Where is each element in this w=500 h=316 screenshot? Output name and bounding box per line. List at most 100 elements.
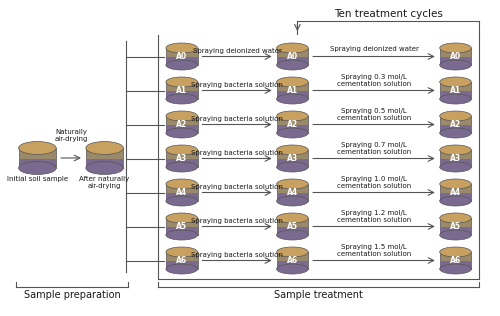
Text: A0: A0	[287, 52, 298, 61]
Polygon shape	[440, 218, 472, 235]
Ellipse shape	[166, 179, 198, 189]
Text: A2: A2	[450, 120, 461, 129]
Ellipse shape	[440, 111, 472, 121]
Ellipse shape	[166, 43, 198, 53]
Polygon shape	[166, 227, 198, 235]
Ellipse shape	[86, 161, 124, 174]
Text: A4: A4	[176, 188, 188, 197]
Text: Spraying 1.2 mol/L
cementation solution: Spraying 1.2 mol/L cementation solution	[337, 210, 411, 222]
Polygon shape	[18, 148, 56, 168]
Ellipse shape	[276, 77, 308, 87]
Ellipse shape	[166, 128, 198, 138]
Text: Spraying 0.5 mol/L
cementation solution: Spraying 0.5 mol/L cementation solution	[337, 107, 411, 120]
Polygon shape	[166, 48, 198, 65]
Polygon shape	[276, 252, 308, 269]
Ellipse shape	[440, 145, 472, 155]
Text: Spraying 0.7 mol/L
cementation solution: Spraying 0.7 mol/L cementation solution	[337, 142, 411, 155]
Polygon shape	[276, 82, 308, 99]
Text: Spraying bacteria solution: Spraying bacteria solution	[191, 184, 283, 190]
Ellipse shape	[276, 196, 308, 206]
Text: A6: A6	[450, 256, 461, 265]
Polygon shape	[440, 116, 472, 133]
Text: A3: A3	[287, 154, 298, 163]
Text: A2: A2	[176, 120, 188, 129]
Text: A6: A6	[176, 256, 188, 265]
Text: Spraying 0.3 mol/L
cementation solution: Spraying 0.3 mol/L cementation solution	[337, 74, 411, 87]
Polygon shape	[276, 48, 308, 65]
Polygon shape	[440, 57, 472, 65]
Text: Spraying bacteria solution: Spraying bacteria solution	[191, 149, 283, 155]
Polygon shape	[440, 252, 472, 269]
Polygon shape	[166, 261, 198, 269]
Polygon shape	[440, 159, 472, 167]
Ellipse shape	[276, 145, 308, 155]
Polygon shape	[276, 91, 308, 99]
Ellipse shape	[276, 264, 308, 274]
Text: A0: A0	[176, 52, 188, 61]
Ellipse shape	[440, 196, 472, 206]
Polygon shape	[18, 159, 56, 168]
Ellipse shape	[440, 43, 472, 53]
Text: Initial soil sample: Initial soil sample	[7, 176, 68, 182]
Polygon shape	[440, 227, 472, 235]
Ellipse shape	[166, 77, 198, 87]
Text: Spraying bacteria solution: Spraying bacteria solution	[191, 82, 283, 88]
Text: Sample treatment: Sample treatment	[274, 290, 363, 300]
Polygon shape	[166, 193, 198, 201]
Ellipse shape	[166, 247, 198, 257]
Text: A4: A4	[287, 188, 298, 197]
Polygon shape	[440, 193, 472, 201]
Text: After naturally
air-drying: After naturally air-drying	[80, 176, 130, 189]
Ellipse shape	[440, 247, 472, 257]
Text: Spraying bacteria solution: Spraying bacteria solution	[191, 217, 283, 223]
Ellipse shape	[276, 162, 308, 172]
Polygon shape	[166, 252, 198, 269]
Ellipse shape	[276, 213, 308, 223]
Polygon shape	[276, 159, 308, 167]
Polygon shape	[166, 150, 198, 167]
Ellipse shape	[440, 162, 472, 172]
Ellipse shape	[440, 77, 472, 87]
Ellipse shape	[166, 94, 198, 104]
Polygon shape	[276, 57, 308, 65]
Polygon shape	[276, 150, 308, 167]
Polygon shape	[276, 184, 308, 201]
Ellipse shape	[276, 128, 308, 138]
Ellipse shape	[276, 230, 308, 240]
Polygon shape	[166, 91, 198, 99]
Text: Spraying deionized water: Spraying deionized water	[330, 46, 418, 52]
Polygon shape	[276, 227, 308, 235]
Ellipse shape	[440, 179, 472, 189]
Ellipse shape	[440, 230, 472, 240]
Polygon shape	[440, 184, 472, 201]
Ellipse shape	[166, 145, 198, 155]
Ellipse shape	[18, 142, 56, 155]
Ellipse shape	[276, 179, 308, 189]
Ellipse shape	[166, 213, 198, 223]
Ellipse shape	[166, 60, 198, 70]
Text: Sample preparation: Sample preparation	[24, 290, 120, 300]
Text: Spraying deionized water: Spraying deionized water	[192, 47, 282, 53]
Ellipse shape	[440, 128, 472, 138]
Ellipse shape	[440, 213, 472, 223]
Polygon shape	[440, 91, 472, 99]
Text: A2: A2	[287, 120, 298, 129]
Text: A0: A0	[450, 52, 461, 61]
Text: A3: A3	[450, 154, 461, 163]
Ellipse shape	[440, 264, 472, 274]
Text: A4: A4	[450, 188, 461, 197]
Ellipse shape	[276, 94, 308, 104]
Polygon shape	[86, 159, 124, 168]
Ellipse shape	[276, 111, 308, 121]
Text: A5: A5	[450, 222, 461, 231]
Ellipse shape	[276, 60, 308, 70]
Polygon shape	[276, 261, 308, 269]
Ellipse shape	[440, 60, 472, 70]
Polygon shape	[166, 125, 198, 133]
Polygon shape	[440, 261, 472, 269]
Text: Spraying 1.5 mol/L
cementation solution: Spraying 1.5 mol/L cementation solution	[337, 244, 411, 257]
Text: A5: A5	[176, 222, 187, 231]
Ellipse shape	[166, 196, 198, 206]
Text: A3: A3	[176, 154, 188, 163]
Text: Naturally
air-drying: Naturally air-drying	[54, 129, 88, 142]
